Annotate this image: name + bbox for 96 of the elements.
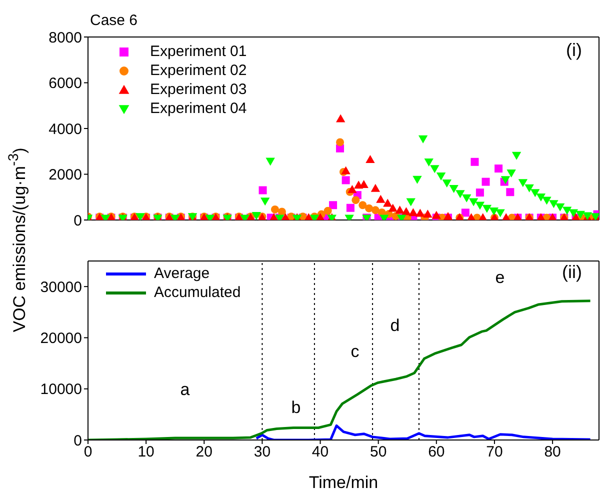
point xyxy=(408,208,418,216)
point xyxy=(506,169,516,178)
legend-label: Accumulated xyxy=(154,284,241,301)
point xyxy=(348,184,357,193)
annotation: (i) xyxy=(565,40,582,61)
legend-label: Experiment 04 xyxy=(150,100,247,117)
annotation: b xyxy=(290,398,302,418)
point xyxy=(365,204,374,212)
line-series xyxy=(88,300,592,440)
point xyxy=(270,205,279,214)
point xyxy=(542,196,552,205)
x-axis-title: Time/min xyxy=(308,473,378,492)
x-tick-label: 80 xyxy=(544,444,561,461)
point xyxy=(371,206,380,214)
point xyxy=(494,164,503,173)
point xyxy=(432,210,442,219)
point xyxy=(524,184,534,192)
point xyxy=(489,207,498,216)
y-tick-label: 6000 xyxy=(48,75,82,92)
point xyxy=(568,209,578,218)
point xyxy=(388,204,398,212)
point xyxy=(442,180,452,188)
point xyxy=(352,196,360,204)
point xyxy=(258,186,267,194)
point xyxy=(423,210,432,218)
legend-label: Experiment 02 xyxy=(150,62,247,79)
point xyxy=(555,203,565,212)
x-tick-label: 60 xyxy=(428,444,445,461)
annotation: a xyxy=(179,380,191,400)
annotation: d xyxy=(389,316,401,336)
point xyxy=(449,185,458,194)
point xyxy=(136,213,145,220)
point xyxy=(252,212,261,220)
point xyxy=(324,206,332,215)
point xyxy=(366,155,375,164)
point xyxy=(416,208,425,217)
line-series xyxy=(255,424,592,440)
y-tick-label: 0 xyxy=(74,212,82,230)
point xyxy=(512,152,522,160)
point xyxy=(395,206,404,214)
y-tick-label: 20000 xyxy=(40,330,82,348)
x-tick-label: 20 xyxy=(196,444,212,461)
annotation: (ii) xyxy=(561,262,582,283)
x-tick-label: 30 xyxy=(254,444,271,461)
point xyxy=(482,204,492,213)
point xyxy=(342,176,350,184)
point xyxy=(475,202,485,210)
point xyxy=(402,207,411,216)
point xyxy=(562,206,572,215)
point xyxy=(266,158,275,166)
point xyxy=(430,165,440,174)
legend-label: Experiment 03 xyxy=(150,81,247,98)
point xyxy=(370,184,380,192)
point xyxy=(383,198,392,207)
point xyxy=(436,172,446,180)
point xyxy=(468,198,478,206)
point xyxy=(260,198,270,206)
point xyxy=(329,201,338,210)
point xyxy=(462,194,472,202)
point xyxy=(358,201,367,210)
point xyxy=(412,176,422,184)
y-tick-label: 2000 xyxy=(48,166,82,184)
point xyxy=(482,178,490,186)
point xyxy=(456,190,465,198)
point xyxy=(346,204,354,212)
point xyxy=(506,188,514,196)
annotation: c xyxy=(350,342,360,362)
y-tick-label: 0 xyxy=(74,432,82,450)
point xyxy=(418,135,428,144)
point xyxy=(549,200,558,208)
annotation: e xyxy=(494,268,506,288)
x-tick-label: 70 xyxy=(486,444,503,461)
legend-label: Experiment 01 xyxy=(150,43,247,60)
point xyxy=(376,194,386,203)
point xyxy=(336,138,344,146)
point xyxy=(496,209,505,218)
x-tick-label: 10 xyxy=(138,444,154,461)
point xyxy=(476,188,484,197)
point xyxy=(576,210,586,219)
y-tick-label: 10000 xyxy=(40,381,82,398)
y-tick-label: 30000 xyxy=(40,278,82,296)
y-tick-label: 4000 xyxy=(48,120,82,138)
point xyxy=(530,189,540,198)
x-tick-label: 50 xyxy=(370,444,387,461)
point xyxy=(341,166,350,174)
point xyxy=(278,208,286,216)
point xyxy=(406,198,416,206)
legend-label: Average xyxy=(154,265,210,282)
point xyxy=(470,158,479,166)
point xyxy=(518,179,528,188)
y-tick-label: 8000 xyxy=(48,29,82,46)
point xyxy=(424,158,434,166)
x-tick-label: 40 xyxy=(312,444,329,461)
point xyxy=(461,208,470,217)
chart-title: Case 6 xyxy=(90,12,138,29)
point xyxy=(536,193,546,202)
